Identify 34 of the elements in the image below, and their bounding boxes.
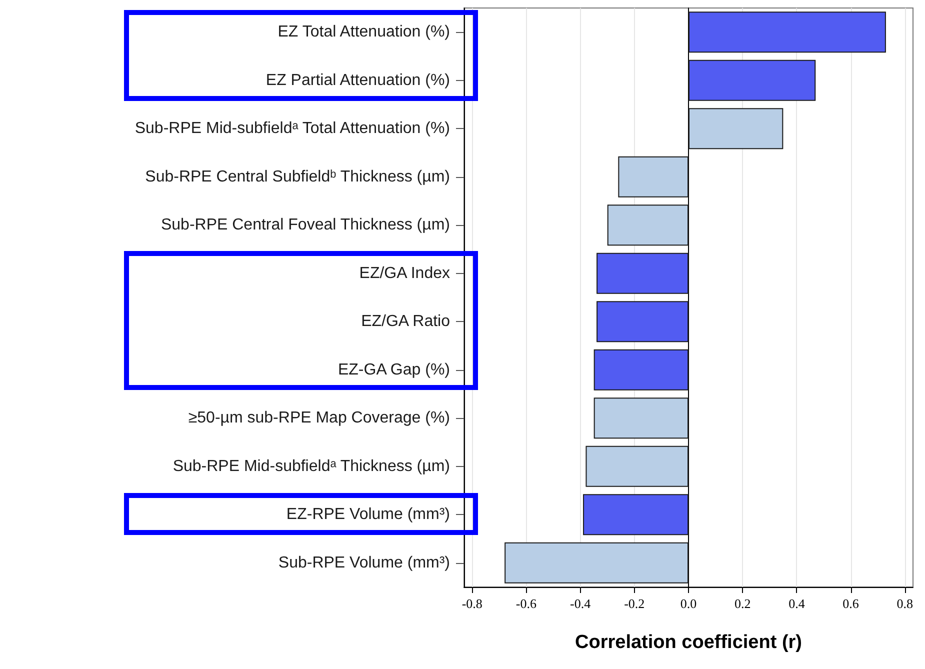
y-tick-label: EZ/GA Ratio — [361, 313, 450, 330]
x-tick-label: 0.2 — [734, 596, 751, 611]
bar — [504, 542, 688, 584]
bar — [618, 156, 688, 198]
bar — [607, 204, 688, 246]
y-tick-label: Sub-RPE Mid-subfieldᵃ Total Attenuation (%) — [134, 120, 450, 138]
bar — [688, 60, 816, 101]
y-tick-label: Sub-RPE Volume (mm³) — [278, 554, 450, 572]
x-tick-label: -0.8 — [462, 596, 482, 611]
bar — [688, 12, 886, 53]
y-tick-label: ≥50-µm sub-RPE Map Coverage (%) — [188, 410, 450, 427]
y-tick-label: Sub-RPE Mid-subfieldᵃ Thickness (µm) — [172, 458, 450, 475]
y-tick-label: Sub-RPE Central Foveal Thickness (µm) — [160, 216, 450, 234]
y-tick-label: EZ-GA Gap (%) — [338, 361, 450, 378]
x-tick-label: -0.2 — [624, 596, 645, 611]
y-tick-label: EZ-RPE Volume (mm³) — [286, 506, 450, 524]
y-tick-label: EZ/GA Index — [359, 264, 450, 282]
x-tick-label: 0.8 — [896, 596, 914, 611]
x-tick-label: -0.4 — [570, 596, 592, 611]
y-tick-label: EZ Partial Attenuation (%) — [266, 72, 450, 89]
bar — [594, 349, 688, 390]
bar — [594, 398, 688, 439]
x-axis-title: Correlation coefficient (r) — [575, 632, 802, 653]
bar — [586, 446, 688, 487]
bar — [596, 252, 688, 294]
y-tick-label: Sub-RPE Central Subfieldᵇ Thickness (µm) — [145, 168, 450, 186]
x-tick-label: -0.6 — [516, 596, 537, 611]
x-tick-label: 0.4 — [788, 596, 806, 611]
bar — [688, 108, 784, 150]
bar — [596, 301, 688, 342]
y-tick-label: EZ Total Attenuation (%) — [278, 24, 450, 41]
x-tick-label: 0.6 — [842, 596, 860, 611]
x-tick-label: 0.0 — [680, 596, 697, 611]
bar — [583, 494, 688, 536]
